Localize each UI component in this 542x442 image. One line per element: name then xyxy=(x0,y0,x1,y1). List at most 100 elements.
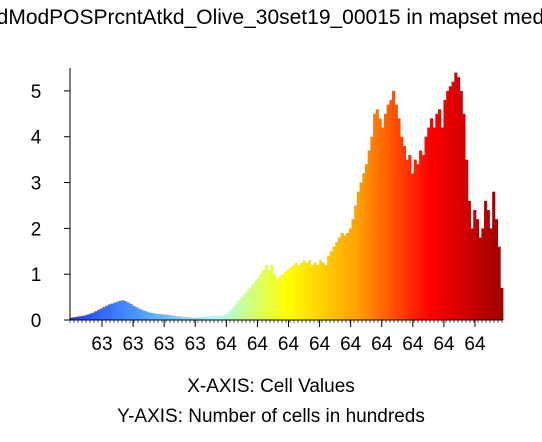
histogram-bar xyxy=(232,307,236,320)
histogram-bar xyxy=(191,317,195,320)
histogram-bar xyxy=(448,86,452,320)
histogram-bar xyxy=(429,118,434,321)
histogram-bar xyxy=(389,100,393,320)
histogram-bar xyxy=(356,191,360,320)
histogram-bar xyxy=(351,219,355,320)
histogram-bar xyxy=(183,316,187,320)
histogram-bar xyxy=(302,260,306,320)
histogram-bar xyxy=(159,314,163,320)
histogram-bar xyxy=(462,113,466,320)
histogram-bar xyxy=(497,246,501,320)
histogram-bar xyxy=(162,314,166,320)
histogram-bar xyxy=(316,265,320,320)
x-tick-label: 64 xyxy=(216,334,238,355)
histogram-bar xyxy=(484,200,488,320)
histogram-bar xyxy=(83,315,87,320)
x-tick-label: 63 xyxy=(185,334,206,355)
histogram-bar xyxy=(210,316,214,320)
histogram-bar xyxy=(454,72,458,320)
x-tick-label: 64 xyxy=(433,334,455,355)
histogram-bar xyxy=(348,228,352,320)
histogram-bar xyxy=(102,307,106,320)
histogram-bar xyxy=(294,262,298,320)
histogram-bar xyxy=(262,269,266,320)
histogram-bar xyxy=(167,314,171,320)
histogram-bar xyxy=(251,284,255,320)
histogram-bar xyxy=(132,305,136,320)
histogram-bar xyxy=(421,155,425,320)
histogram-bar xyxy=(121,300,125,320)
histogram-bar xyxy=(446,90,450,320)
histogram-bar xyxy=(313,262,317,320)
histogram-bar xyxy=(208,316,212,320)
histogram-bar xyxy=(327,255,331,320)
histogram-bar xyxy=(286,269,290,320)
histogram-bar xyxy=(91,312,95,320)
histogram-bars xyxy=(70,72,504,321)
histogram-bar xyxy=(151,313,155,320)
histogram-bar xyxy=(397,118,401,321)
histogram-bar xyxy=(413,159,417,320)
histogram-bar xyxy=(178,316,182,320)
histogram-bar xyxy=(340,232,344,320)
histogram-bar xyxy=(99,308,103,320)
chart-title: MskdModPOSPrcntAtkd_Olive_30set19_00015 … xyxy=(0,6,542,29)
histogram-bar xyxy=(248,287,252,320)
histogram-bar xyxy=(78,316,82,320)
y-axis-label: Y-AXIS: Number of cells in hundreds xyxy=(117,406,425,427)
histogram-bar xyxy=(143,310,147,320)
histogram-bar xyxy=(481,228,485,320)
histogram-bar xyxy=(370,136,374,320)
histogram-bar xyxy=(199,317,204,320)
histogram-bar xyxy=(172,315,176,320)
histogram-bar xyxy=(386,104,390,321)
histogram-bar xyxy=(137,308,141,320)
histogram-bar xyxy=(500,287,504,320)
histogram-bar xyxy=(456,77,461,320)
y-tick-label: 0 xyxy=(31,311,42,332)
histogram-bar xyxy=(226,312,231,320)
histogram-bar xyxy=(116,301,120,320)
histogram-bar xyxy=(321,262,325,320)
histogram-bar xyxy=(275,278,279,320)
histogram-bar xyxy=(107,304,111,320)
histogram-bar xyxy=(197,317,201,320)
histogram-bar xyxy=(134,307,139,320)
histogram-bar xyxy=(70,317,74,320)
histogram-bar xyxy=(300,262,304,320)
histogram-bar xyxy=(126,302,130,320)
histogram-bar xyxy=(175,316,179,320)
histogram-bar xyxy=(492,191,496,320)
histogram-bar xyxy=(432,127,436,320)
histogram-bar xyxy=(145,311,149,320)
histogram-bar xyxy=(424,136,428,320)
histogram-bar xyxy=(75,316,79,320)
histogram-bar xyxy=(318,260,323,320)
histogram-bar xyxy=(489,228,493,320)
histogram-bar xyxy=(478,237,482,320)
histogram-bar xyxy=(443,100,447,320)
histogram-bar xyxy=(337,237,342,320)
histogram-bar xyxy=(383,113,388,320)
histogram-bar xyxy=(440,127,444,320)
histogram-bar xyxy=(392,90,396,320)
histogram-bar xyxy=(308,260,312,320)
histogram-bar xyxy=(94,311,98,320)
histogram-bar xyxy=(278,276,282,320)
x-tick-label: 64 xyxy=(402,334,424,355)
histogram-bar xyxy=(148,312,152,320)
histogram-bar xyxy=(205,316,209,320)
histogram-bar xyxy=(329,251,333,320)
histogram-bar xyxy=(289,267,293,320)
y-tick-label: 5 xyxy=(31,82,42,103)
y-tick-label: 4 xyxy=(31,128,42,149)
histogram-bar xyxy=(218,315,222,320)
y-tick-label: 2 xyxy=(31,219,42,240)
x-tick-label: 64 xyxy=(371,334,393,355)
x-axis-label: X-AXIS: Cell Values xyxy=(187,376,355,397)
histogram-bar xyxy=(88,313,93,320)
histogram-bar xyxy=(419,150,423,320)
histogram-bar xyxy=(362,173,366,320)
histogram-bar xyxy=(381,127,385,320)
histogram-bar xyxy=(405,159,409,320)
